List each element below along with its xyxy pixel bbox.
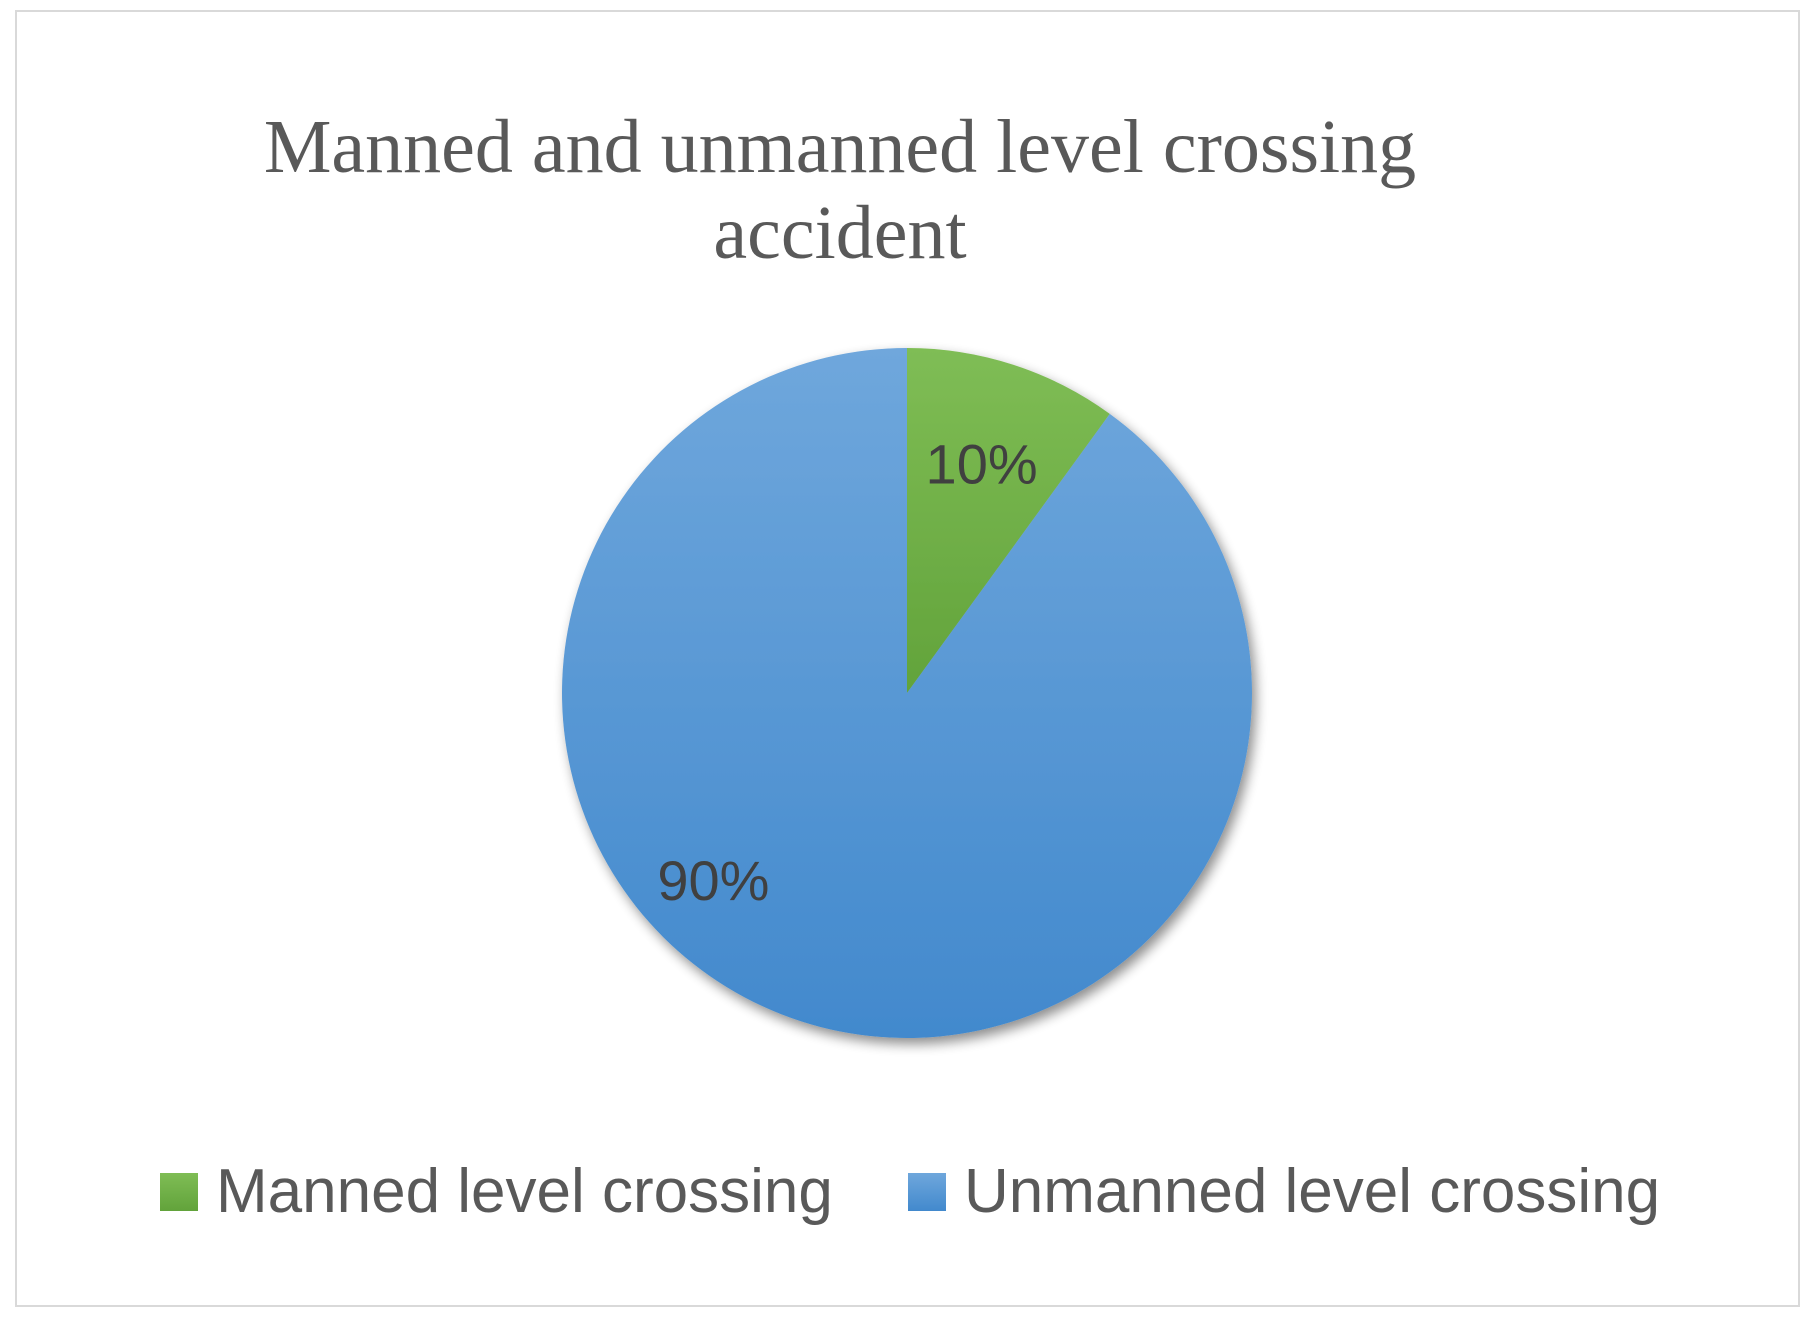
legend-swatch-manned <box>160 1173 198 1211</box>
chart-title-line-1: Manned and unmanned level crossing <box>264 105 1416 189</box>
pie-slice-manned <box>907 348 1110 693</box>
legend: Manned level crossing Unmanned level cro… <box>160 1157 1660 1226</box>
pie-data-labels: 10% 90% <box>657 432 1037 912</box>
legend-label-unmanned: Unmanned level crossing <box>964 1157 1660 1226</box>
pie-slices <box>562 348 1253 1039</box>
chart-title-line-2: accident <box>713 191 966 275</box>
data-label-manned: 10% <box>926 432 1038 495</box>
legend-label-manned: Manned level crossing <box>216 1157 833 1226</box>
data-label-unmanned: 90% <box>657 849 769 912</box>
pie-slice-unmanned <box>562 348 1253 1039</box>
legend-swatch-unmanned <box>908 1173 946 1211</box>
